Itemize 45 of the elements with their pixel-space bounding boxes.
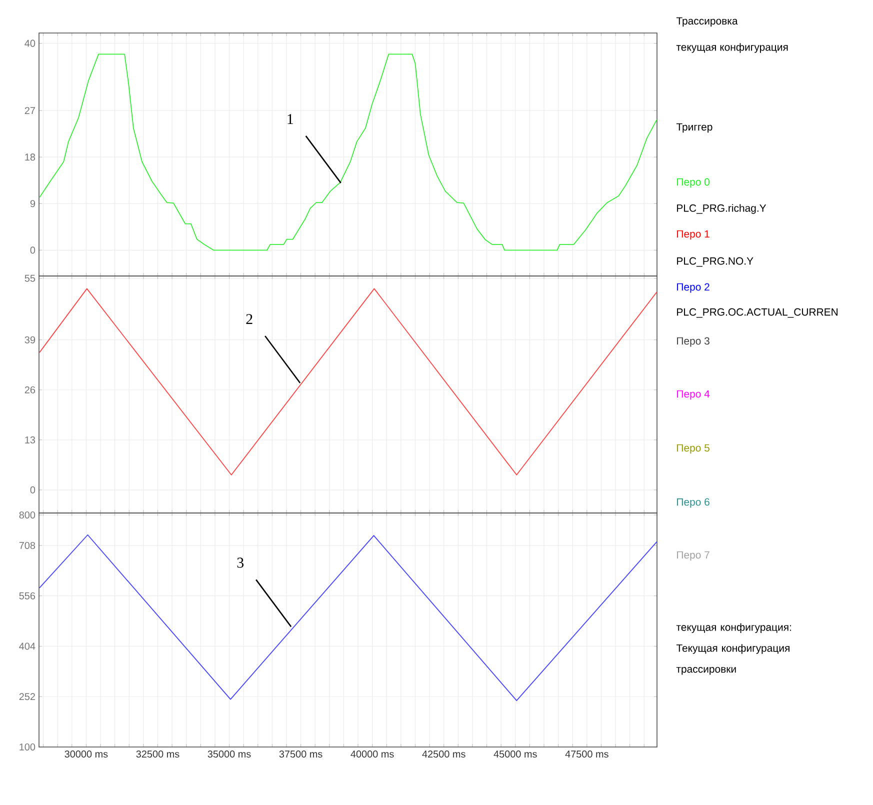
- text: Перо 3: [677, 337, 710, 347]
- y-tick-label: 0: [30, 246, 36, 254]
- y-tick-label: 40: [24, 40, 36, 47]
- text: PLC_PRG.OC.ACTUAL_CURREN: [677, 308, 838, 318]
- y-tick-label: 100: [20, 743, 36, 751]
- x-tick-label: 45000 ms: [494, 750, 537, 758]
- text: Перо 6: [677, 498, 710, 508]
- y-tick-label: 708: [19, 542, 36, 549]
- line-series: [39, 534, 658, 702]
- x-tick-label: 32500 ms: [136, 750, 180, 758]
- x-tick-label: 37500 ms: [279, 750, 322, 758]
- x-tick-label: 47500 ms: [565, 750, 608, 758]
- text: Перо 0: [677, 178, 710, 188]
- y-tick-label: 18: [25, 154, 36, 161]
- y-tick-label: 800: [19, 511, 36, 519]
- y-tick-label: 404: [19, 642, 36, 650]
- y-tick-label: 27: [24, 107, 35, 114]
- y-tick-label: 39: [24, 336, 36, 344]
- line-series: [39, 54, 658, 251]
- y-tick-label: 55: [24, 274, 36, 282]
- annotation: 1: [288, 114, 293, 124]
- text: Перо 5: [677, 444, 710, 454]
- text: PLC_PRG.richag.Y: [677, 204, 766, 214]
- text: Перо 2: [677, 283, 710, 293]
- text: Перо 1: [677, 230, 710, 240]
- text: текущая конфигурация: [676, 43, 788, 53]
- x-tick-label: 30000 ms: [64, 750, 108, 758]
- text: Триггер: [676, 123, 712, 133]
- line-series: [39, 288, 658, 476]
- annotation: 3: [237, 558, 244, 568]
- y-tick-label: 9: [30, 200, 36, 208]
- text: Перо 4: [677, 390, 710, 400]
- x-tick-label: 35000 ms: [208, 750, 251, 758]
- y-tick-label: 26: [24, 386, 36, 394]
- x-tick-label: 40000 ms: [350, 750, 394, 758]
- x-tick-label: 42500 ms: [422, 750, 466, 758]
- text: Перо 7: [677, 551, 710, 561]
- y-tick-label: 13: [25, 436, 36, 444]
- annotation: 2: [246, 314, 252, 324]
- y-tick-label: 252: [19, 693, 35, 700]
- y-tick-label: 0: [30, 486, 36, 494]
- text: Трассировка: [676, 17, 738, 27]
- text: текущая конфигурация: Текущая конфигурация трассировки: [676, 623, 791, 675]
- y-tick-label: 556: [19, 592, 36, 600]
- text: PLC_PRG.NO.Y: [677, 257, 754, 267]
